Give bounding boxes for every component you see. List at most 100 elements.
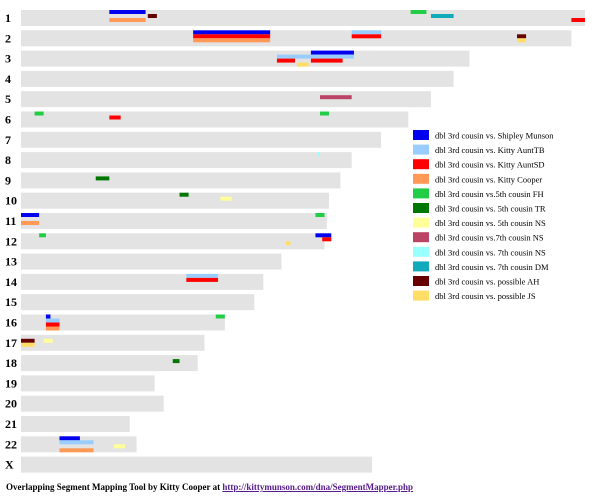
- legend-entry-label: dbl 3rd cousin vs.7th cousin NS: [435, 233, 544, 243]
- chromosome-bar-14: [21, 273, 264, 290]
- chromosome-label-8: 8: [5, 153, 11, 167]
- chromosome-bar-7: [21, 131, 382, 148]
- chromosome-bar-12: [21, 233, 325, 250]
- legend: dbl 3rd cousin vs. Shipley Munson dbl 3rd…: [413, 130, 554, 301]
- chromosome-label-17: 17: [5, 336, 17, 350]
- legend-swatch: [413, 232, 429, 243]
- chromosome-label-18: 18: [5, 356, 17, 370]
- footer-credit: Overlapping Segment Mapping Tool by Kitt…: [6, 482, 413, 492]
- segment-mark: [109, 10, 146, 14]
- segment-mark: [315, 233, 332, 238]
- chromosome-bar-3: [21, 50, 470, 67]
- chromosome-bar-2: [21, 30, 572, 47]
- segment-mark: [220, 196, 232, 201]
- chromosome-label-22: 22: [5, 437, 17, 451]
- legend-swatch: [413, 159, 429, 170]
- chromosome-bar-20: [21, 395, 164, 412]
- segment-mark: [410, 10, 427, 14]
- segment-mark: [95, 176, 110, 181]
- segment-mark: [286, 241, 291, 246]
- chromosome-label-20: 20: [5, 397, 17, 411]
- segment-mark: [351, 34, 382, 39]
- segment-mark: [276, 58, 296, 63]
- chromosome-bar-17: [21, 334, 205, 351]
- chromosome-label-11: 11: [5, 214, 16, 228]
- chromosome-bar-5: [21, 91, 431, 108]
- legend-swatch: [413, 276, 429, 286]
- chromosome-label-x: X: [5, 458, 14, 472]
- segment-mapper-link[interactable]: http://kittymunson.com/dna/SegmentMapper…: [222, 482, 414, 492]
- segment-mark: [147, 14, 157, 18]
- chromosome-label-10: 10: [5, 194, 17, 208]
- legend-swatch: [413, 173, 429, 184]
- segment-mark: [310, 50, 354, 55]
- segment-mark: [179, 192, 189, 197]
- legend-swatch: [413, 144, 429, 155]
- segment-mark: [215, 314, 225, 319]
- legend-entry-label: dbl 3rd cousin vs. 5th cousin TR: [435, 204, 546, 214]
- segment-mark: [59, 448, 94, 453]
- chromosome-label-16: 16: [5, 316, 17, 330]
- chromosome-bar-13: [21, 253, 282, 270]
- segment-mark: [109, 18, 146, 22]
- chromosome-bar-9: [21, 172, 341, 189]
- segment-mark: [59, 440, 94, 445]
- segment-mark: [517, 38, 527, 43]
- legend-swatch: [413, 130, 429, 140]
- segment-mark: [21, 342, 35, 347]
- legend-entry-label: dbl 3rd cousin vs. 7th cousin DM: [435, 262, 549, 272]
- chromosome-bar-4: [21, 70, 454, 87]
- chromosome-label-13: 13: [5, 255, 17, 269]
- legend-swatch: [413, 261, 429, 272]
- segment-mark: [45, 318, 60, 323]
- segment-mark: [193, 34, 271, 39]
- legend-entry-label: dbl 3rd cousin vs. possible JS: [435, 291, 536, 301]
- legend-entry-label: dbl 3rd cousin vs. 5th cousin NS: [435, 218, 546, 228]
- legend-entry-label: dbl 3rd cousin vs. 7th cousin NS: [435, 247, 546, 257]
- segment-mark: [193, 38, 271, 43]
- segment-mark: [276, 54, 354, 59]
- segment-mark: [21, 221, 40, 225]
- segment-mark: [34, 111, 44, 116]
- chromosome-bar-16: [21, 314, 225, 331]
- chromosome-bar-21: [21, 416, 130, 432]
- legend-swatch: [413, 188, 429, 199]
- segment-mark: [172, 359, 180, 364]
- chromosome-label-6: 6: [5, 113, 11, 127]
- segment-mark: [45, 326, 60, 331]
- chromosome-label-4: 4: [5, 72, 11, 86]
- segment-mark: [517, 34, 527, 39]
- chromosome-bar-1: [21, 10, 585, 26]
- chromosome-bar-19: [21, 375, 155, 392]
- chromosome-bar-6: [21, 111, 409, 128]
- segment-mark: [21, 213, 40, 217]
- segment-mark: [193, 30, 271, 35]
- chromosome-label-9: 9: [5, 173, 11, 187]
- segment-mark: [45, 314, 51, 319]
- chromosome-label-15: 15: [5, 295, 17, 309]
- chromosome-bar-18: [21, 355, 198, 372]
- segment-mark: [39, 233, 46, 238]
- legend-swatch: [413, 217, 429, 228]
- legend-entry-label: dbl 3rd cousin vs. Kitty AuntTB: [435, 145, 545, 155]
- segment-mark: [45, 322, 60, 327]
- chromosome-bar-x: [21, 456, 373, 473]
- segment-mark: [43, 338, 53, 343]
- segment-mark: [186, 273, 219, 278]
- legend-entry-label: dbl 3rd cousin vs.5th cousin FH: [435, 189, 544, 199]
- legend-swatch: [413, 290, 429, 301]
- chromosome-label-21: 21: [5, 417, 17, 431]
- chromosome-label-19: 19: [5, 376, 17, 390]
- legend-entry-label: dbl 3rd cousin vs. Kitty AuntSD: [435, 160, 545, 170]
- chromosome-label-12: 12: [5, 234, 17, 248]
- segment-mark: [21, 338, 35, 343]
- chromosome-label-7: 7: [5, 133, 11, 147]
- chromosome-label-3: 3: [5, 52, 11, 66]
- segment-mark: [317, 152, 320, 157]
- chromosome-label-5: 5: [5, 92, 11, 106]
- segment-mark: [351, 30, 382, 35]
- chromosome-label-2: 2: [5, 31, 11, 45]
- legend-swatch: [413, 246, 429, 257]
